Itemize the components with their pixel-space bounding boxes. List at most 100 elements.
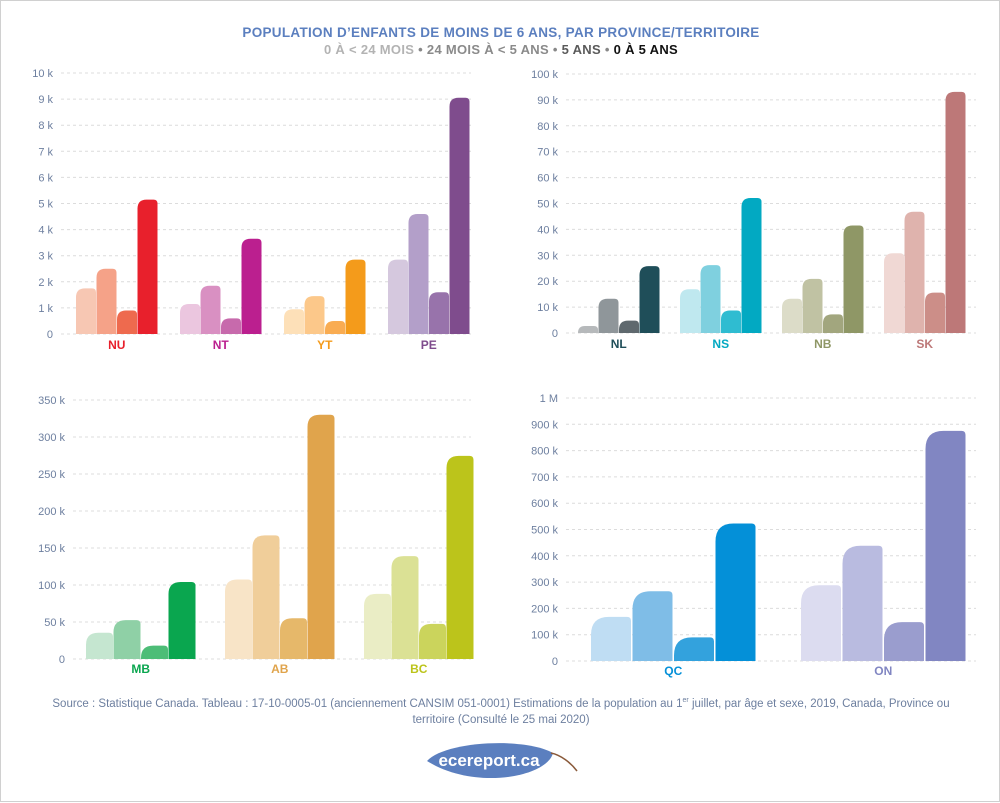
y-tick-label: 100 k	[531, 630, 558, 642]
legend-separator: •	[600, 42, 614, 57]
y-tick-label: 0	[552, 656, 558, 668]
y-tick-label: 70 k	[537, 147, 558, 159]
y-tick-label: 7 k	[38, 146, 53, 158]
y-tick-label: 90 k	[537, 95, 558, 107]
chart-panel-0: 0 1 k 2 k 3 k 4 k 5 k 6 k 7 k 8 k 9 k 10 k NU NT YT PE	[32, 68, 471, 352]
bar-mb-2	[141, 645, 168, 659]
bar-nt-2	[221, 318, 241, 334]
legend-item-3: 0 À 5 ANS	[613, 42, 678, 57]
category-label-sk: SK	[916, 337, 933, 351]
bar-ab-2	[280, 618, 307, 659]
category-label-nt: NT	[213, 338, 230, 352]
bar-ab-3	[307, 414, 335, 659]
bar-nt-3	[241, 238, 262, 334]
source-text-2: juillet, par âge et sexe, 2019, Canada, …	[412, 697, 950, 726]
legend-subtitle: 0 À < 24 MOIS • 24 MOIS À < 5 ANS • 5 AN…	[1, 42, 1000, 57]
category-label-yt: YT	[317, 338, 333, 352]
y-tick-label: 900 k	[531, 419, 558, 431]
leaf-icon	[427, 743, 553, 779]
category-label-nl: NL	[611, 337, 627, 351]
category-label-nu: NU	[108, 338, 125, 352]
y-tick-label: 200 k	[38, 506, 65, 518]
y-tick-label: 0	[59, 654, 65, 666]
y-tick-label: 10 k	[32, 68, 53, 80]
bar-nb-2	[823, 314, 843, 333]
y-tick-label: 4 k	[38, 225, 53, 237]
bar-on-0	[801, 585, 841, 661]
y-tick-label: 80 k	[537, 121, 558, 133]
bar-qc-2	[674, 637, 714, 661]
y-tick-label: 100 k	[38, 580, 65, 592]
legend-item-2: 5 ANS	[561, 42, 601, 57]
bar-nl-3	[639, 266, 660, 333]
bar-ns-3	[741, 198, 762, 333]
bar-pe-1	[408, 213, 429, 334]
bar-ab-0	[225, 579, 252, 659]
bar-bc-3	[446, 455, 474, 659]
bar-yt-0	[284, 309, 304, 334]
bar-on-1	[842, 545, 883, 661]
y-tick-label: 20 k	[537, 276, 558, 288]
bar-ns-2	[721, 310, 741, 333]
bar-nu-0	[76, 288, 96, 334]
category-label-bc: BC	[410, 662, 428, 676]
y-tick-label: 1 k	[38, 303, 53, 315]
y-tick-label: 600 k	[531, 498, 558, 510]
bar-mb-3	[168, 582, 196, 659]
bar-ab-1	[252, 535, 280, 659]
source-text-1: Source : Statistique Canada. Tableau : 1…	[52, 697, 683, 710]
y-tick-label: 30 k	[537, 250, 558, 262]
bar-ns-1	[700, 265, 721, 333]
category-label-ns: NS	[712, 337, 729, 351]
y-tick-label: 50 k	[537, 199, 558, 211]
y-tick-label: 350 k	[38, 395, 65, 407]
bar-mb-1	[113, 620, 141, 659]
bar-nu-3	[137, 199, 158, 334]
bar-mb-0	[86, 632, 113, 659]
y-tick-label: 500 k	[531, 525, 558, 537]
y-tick-label: 3 k	[38, 251, 53, 263]
bar-ns-0	[680, 289, 700, 333]
y-tick-label: 5 k	[38, 199, 53, 211]
bar-nu-2	[117, 310, 137, 334]
ecereport-logo[interactable]: ecereport.ca	[415, 733, 585, 793]
y-tick-label: 300 k	[531, 577, 558, 589]
y-tick-label: 2 k	[38, 277, 53, 289]
bar-bc-1	[391, 556, 419, 659]
bar-nb-3	[843, 225, 864, 333]
y-tick-label: 0	[47, 329, 53, 341]
y-tick-label: 1 M	[540, 393, 558, 405]
bar-sk-1	[904, 211, 925, 333]
category-label-qc: QC	[664, 664, 682, 678]
y-tick-label: 100 k	[531, 69, 558, 81]
chart-panel-3: 0 100 k 200 k 300 k 400 k 500 k 600 k 700 k 800 …	[531, 393, 976, 678]
bar-qc-0	[591, 616, 631, 661]
y-tick-label: 0	[552, 328, 558, 340]
category-label-mb: MB	[131, 662, 150, 676]
bar-sk-2	[925, 292, 945, 333]
leaf-stem-icon	[550, 752, 578, 772]
category-label-pe: PE	[421, 338, 437, 352]
y-tick-label: 400 k	[531, 551, 558, 563]
legend-item-0: 0 À < 24 MOIS	[323, 42, 415, 57]
source-note: Source : Statistique Canada. Tableau : 1…	[41, 693, 961, 728]
bar-nb-1	[802, 278, 823, 333]
y-tick-label: 700 k	[531, 472, 558, 484]
category-label-ab: AB	[271, 662, 289, 676]
bar-nt-0	[180, 303, 200, 334]
bar-nu-1	[96, 268, 117, 334]
y-tick-label: 6 k	[38, 172, 53, 184]
legend-separator: •	[548, 42, 562, 57]
y-tick-label: 8 k	[38, 120, 53, 132]
y-tick-label: 50 k	[44, 617, 65, 629]
category-label-on: ON	[874, 664, 892, 678]
y-tick-label: 300 k	[38, 432, 65, 444]
y-tick-label: 40 k	[537, 224, 558, 236]
y-tick-label: 200 k	[531, 603, 558, 615]
y-tick-label: 150 k	[38, 543, 65, 555]
y-tick-label: 800 k	[531, 446, 558, 458]
legend-item-1: 24 MOIS À < 5 ANS	[426, 42, 549, 57]
bar-pe-2	[429, 292, 449, 334]
